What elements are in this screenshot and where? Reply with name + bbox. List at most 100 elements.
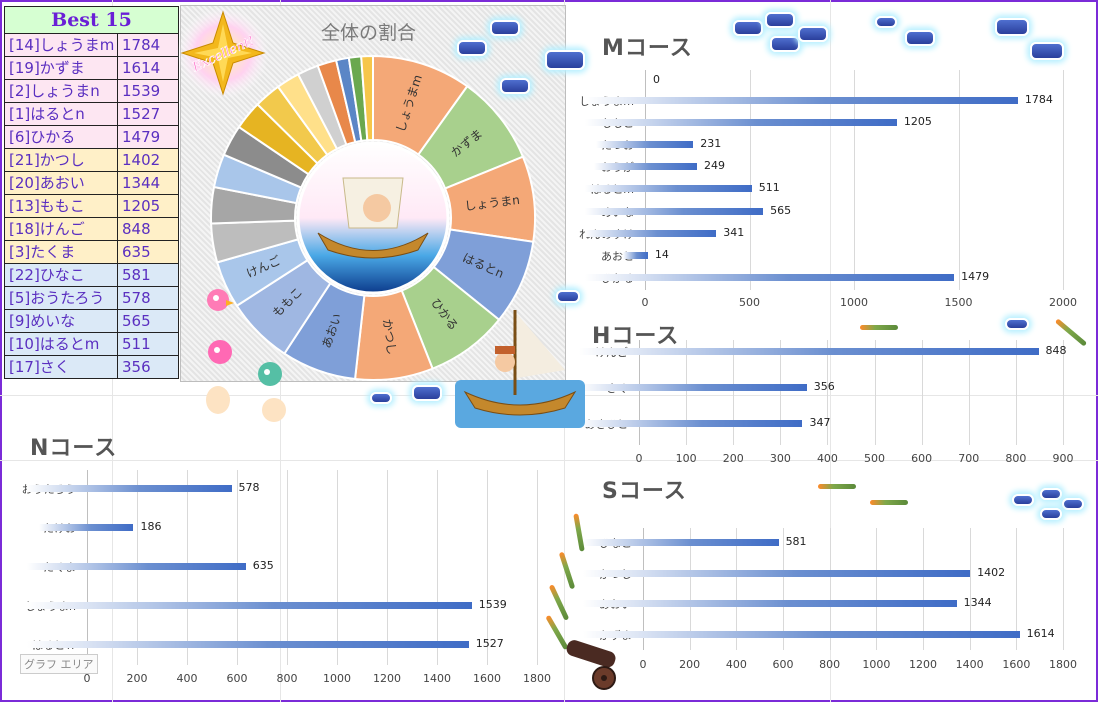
x-tick-label: 1500: [944, 296, 973, 309]
data-label: 1402: [977, 565, 1006, 579]
ranking-name: [9]めいな: [5, 310, 118, 332]
x-tick-label: 1600: [473, 672, 501, 685]
gridline: [537, 470, 538, 665]
x-tick-label: 0: [635, 452, 643, 465]
gridline: [969, 528, 971, 650]
bar: [585, 119, 897, 127]
bar: [27, 563, 246, 570]
gridline: [387, 470, 388, 665]
x-tick-label: 700: [958, 452, 980, 465]
ranking-name: [5]おうたろう: [5, 287, 118, 309]
x-tick-label: 500: [739, 296, 760, 309]
bar: [583, 630, 1020, 638]
ranking-score: 1205: [122, 197, 161, 215]
ranking-row: [20]あおい 1344: [4, 172, 179, 195]
gridline: [1015, 340, 1017, 445]
ranking-score: 1784: [122, 36, 161, 54]
data-label: 565: [770, 203, 792, 217]
bar: [585, 185, 752, 193]
bar: [583, 569, 971, 577]
bar: [585, 229, 717, 237]
x-tick-label: 800: [819, 658, 841, 671]
x-tick-label: 100: [675, 452, 697, 465]
data-label: 186: [140, 520, 162, 533]
ranking-score: 1402: [122, 151, 161, 169]
gridline: [968, 340, 970, 445]
x-tick-label: 1000: [323, 672, 351, 685]
bar: [27, 641, 469, 648]
gridline: [921, 340, 923, 445]
cannon-icon: [566, 640, 616, 690]
ranking-score: 565: [122, 312, 151, 330]
ranking-score: 1344: [122, 174, 161, 192]
gridline: [1016, 528, 1018, 650]
ranking-name: [13]ももこ: [5, 195, 118, 217]
ranking-row: [17]さく 356: [4, 356, 179, 379]
data-label: 578: [238, 481, 260, 494]
x-tick-label: 900: [1052, 452, 1074, 465]
chart-area-label: グラフ エリア: [20, 654, 98, 674]
data-label: 581: [785, 535, 807, 548]
ranking-row: [9]めいな 565: [4, 310, 179, 333]
bar: [596, 141, 694, 149]
ranking-row: [5]おうたろう 578: [4, 287, 179, 310]
ranking-row: [21]かつし 1402: [4, 149, 179, 172]
gridline: [487, 470, 488, 665]
x-tick-label: 1800: [1049, 658, 1077, 671]
gridline: [1063, 70, 1064, 290]
pie-chart-panel[interactable]: 全体の割合 しょうまm かずま しょうまn はるとn ひかる かつし あおい ももこ けんご: [180, 5, 566, 382]
data-label: 848: [1045, 344, 1067, 357]
ranking-rows: [14]しょうまm 1784 [19]かずま 1614 [2]しょうまn 1539 [1]は…: [4, 34, 179, 379]
bar: [27, 602, 472, 609]
x-tick-label: 400: [725, 658, 747, 671]
ranking-row: [19]かずま 1614: [4, 57, 179, 80]
bar: [579, 420, 803, 427]
ranking-score: 581: [122, 266, 151, 284]
x-tick-label: 300: [769, 452, 791, 465]
ranking-score: 635: [122, 243, 151, 261]
x-tick-label: 600: [772, 658, 794, 671]
ranking-score: 578: [122, 289, 151, 307]
x-tick-label: 400: [176, 672, 198, 685]
ranking-row: [6]ひかる 1479: [4, 126, 179, 149]
x-tick-label: 1600: [1002, 658, 1031, 671]
bar: [585, 97, 1018, 104]
excellent-star-badge: Excellent!: [177, 7, 269, 99]
bar: [585, 207, 764, 215]
gridline: [783, 528, 784, 650]
data-label: 1784: [1024, 93, 1053, 106]
ranking-name: [1]はるとn: [5, 103, 118, 125]
ranking-score: 848: [122, 220, 151, 238]
ranking-row: [18]けんご 848: [4, 218, 179, 241]
bar: [583, 539, 779, 546]
ranking-name: [6]ひかる: [5, 126, 118, 148]
ranking-name: [21]かつし: [5, 149, 118, 171]
ranking-score: 1527: [122, 105, 161, 123]
data-label: 249: [704, 159, 726, 173]
bar: [579, 348, 1039, 355]
chart-title: Sコース: [602, 479, 687, 504]
ranking-row: [13]ももこ 1205: [4, 195, 179, 218]
x-tick-label: 600: [911, 452, 933, 465]
gridline: [287, 470, 288, 665]
data-label: 347: [809, 416, 831, 429]
ranking-score: 356: [122, 358, 151, 376]
gridline: [829, 528, 831, 650]
x-tick-label: 800: [1005, 452, 1027, 465]
gridline: [827, 340, 829, 445]
ranking-score: 1539: [122, 82, 161, 100]
ranking-name: [18]けんご: [5, 218, 118, 240]
ranking-row: [1]はるとn 1527: [4, 103, 179, 126]
x-tick-label: 1000: [862, 658, 891, 671]
x-tick-label: 1800: [523, 672, 551, 685]
y-axis-line: [643, 528, 644, 650]
data-label: 1205: [903, 115, 932, 129]
ranking-row: [14]しょうまm 1784: [4, 34, 179, 57]
ranking-name: [10]はるとm: [5, 333, 118, 355]
data-label: 1527: [475, 637, 504, 650]
x-tick-label: 200: [126, 672, 148, 685]
ranking-row: [3]たくま 635: [4, 241, 179, 264]
x-tick-label: 1400: [955, 658, 984, 671]
